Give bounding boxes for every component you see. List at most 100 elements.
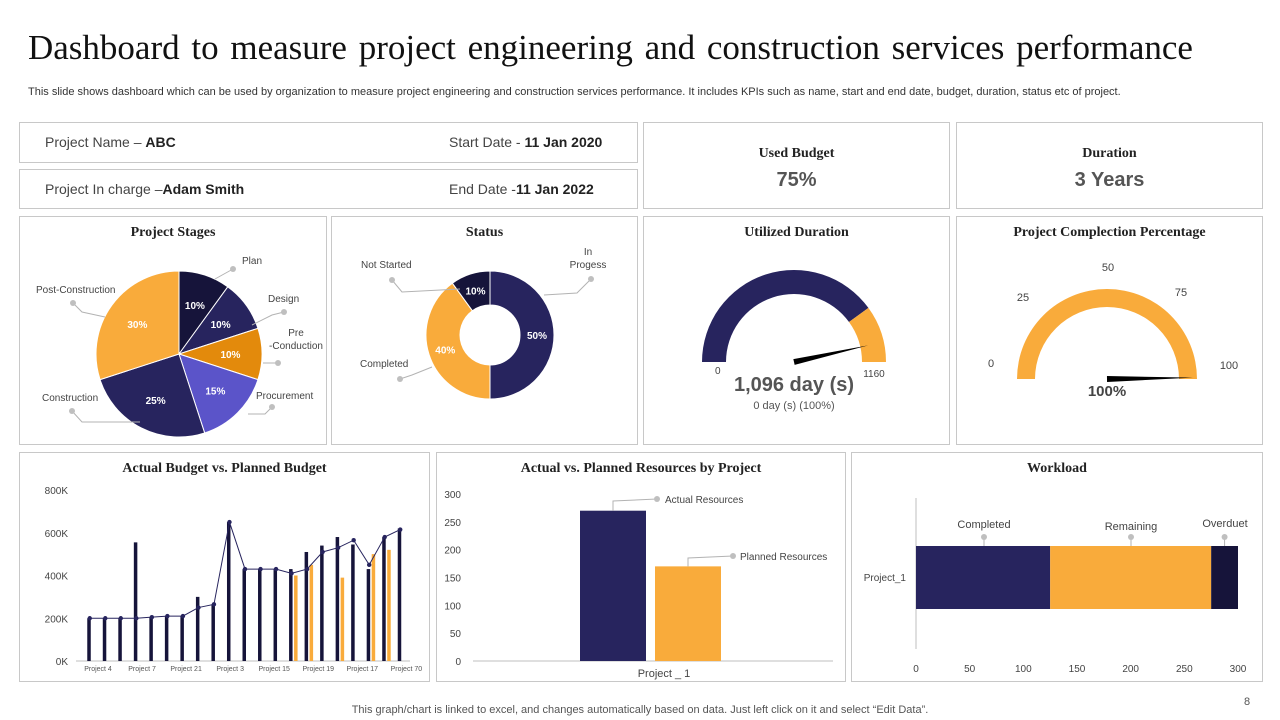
comp-gauge-value: 100%	[1088, 383, 1126, 400]
not-started-leader	[391, 279, 461, 293]
status-slice-2-value: 40%	[435, 346, 455, 357]
project-incharge: Project In charge –Adam Smith	[45, 181, 244, 197]
work-1-leader-dot	[981, 534, 987, 540]
start-date-label: Start Date -	[449, 134, 525, 150]
status-slice-1-name-line: In	[584, 247, 592, 258]
res-planned-leader	[687, 555, 734, 567]
budget-line-point	[258, 566, 263, 572]
comp-gauge-tick: 100	[1220, 360, 1238, 372]
res-ytick: 300	[444, 490, 461, 501]
workload-title: Workload	[1027, 461, 1087, 476]
procurement-leader	[248, 406, 273, 415]
workload-chart: 0 50 100 150 200 250 300 Completed Remaining Over…	[864, 498, 1248, 675]
budget-line-point	[304, 566, 310, 572]
stages-slice-3-name: Pre -Conduction	[269, 328, 323, 352]
budget-xtick: Project 15	[258, 666, 290, 673]
budget-line-point	[351, 538, 356, 543]
status-slice-3-value: 10%	[465, 286, 485, 297]
post-construction-leader-dot	[70, 300, 76, 306]
util-gauge-max: 1160	[863, 369, 885, 380]
stages-slice-6	[95, 270, 180, 381]
stages-slice-6-value: 30%	[127, 320, 147, 331]
project-stages-chart: 10% 10% 10% 15% 25% 30% Plan Design Procurement C…	[36, 256, 323, 438]
budget-bar	[273, 569, 278, 661]
design-leader	[251, 311, 285, 326]
start-date: Start Date - 11 Jan 2020	[449, 134, 602, 150]
budget-bar	[211, 604, 215, 661]
util-gauge-value: 1,096 day (s)	[734, 374, 854, 396]
budget-bar	[366, 569, 371, 661]
res-actual-leader	[612, 498, 658, 511]
stages-slice-1-name: Plan	[242, 256, 262, 267]
stages-slice-4-value: 15%	[205, 386, 225, 397]
design-leader-dot	[281, 309, 287, 315]
utilized-duration-gauge: 0 1160 1,096 day (s) 0 day (s) (100%)	[702, 270, 886, 412]
stages-slice-3-name-line: Pre	[288, 328, 304, 339]
budget-ytick: 800K	[45, 486, 69, 497]
work-legend-1: Completed	[957, 519, 1010, 531]
in-progress-leader	[543, 278, 592, 296]
budget-bar	[340, 577, 345, 661]
plan-leader	[214, 268, 234, 280]
budget-line-point	[382, 534, 387, 540]
duration-label: Duration	[1082, 146, 1137, 161]
budget-line-point	[211, 602, 217, 607]
res-ytick: 200	[444, 546, 461, 557]
budget-bar	[304, 551, 309, 661]
construction-leader	[71, 410, 140, 423]
completion-panel: Project Complection Percentage 0 25 50 75 10…	[956, 216, 1263, 445]
res-bar-2	[655, 566, 721, 661]
status-slice-1-name: In Progess	[570, 247, 607, 271]
start-date-value: 11 Jan 2020	[524, 134, 603, 150]
end-date-value: 11 Jan 2022	[515, 181, 594, 197]
work-xtick: 300	[1230, 664, 1247, 675]
work-bar-1	[916, 546, 1051, 609]
res-xtick: Project _ 1	[638, 668, 691, 680]
budget-bar	[87, 618, 91, 661]
budget-bar	[226, 522, 231, 661]
comp-gauge-needle	[1106, 376, 1193, 382]
res-legend-actual: Actual Resources	[665, 495, 743, 506]
res-planned-leader-dot	[730, 553, 736, 559]
status-slice-1-name-line: Progess	[570, 260, 607, 271]
work-legend-2: Remaining	[1105, 521, 1158, 533]
budget-line-point	[118, 616, 124, 621]
project-name-value: ABC	[145, 134, 176, 150]
budget-xtick: Project 70	[391, 666, 423, 673]
stages-slice-3-value: 10%	[220, 350, 240, 361]
res-actual-leader-dot	[654, 496, 660, 502]
budget-bar	[133, 542, 138, 661]
in-progress-leader-dot	[588, 276, 594, 282]
budget-line-point	[227, 519, 232, 525]
post-construction-leader	[72, 302, 106, 318]
used-budget-value: 75%	[776, 169, 817, 191]
completed-leader-dot	[397, 376, 403, 382]
work-xtick: 150	[1069, 664, 1086, 675]
comp-gauge-tick: 25	[1017, 292, 1029, 304]
completion-title: Project Complection Percentage	[1013, 225, 1206, 240]
status-title: Status	[465, 225, 504, 240]
project-incharge-label: Project In charge –	[45, 181, 163, 197]
budget-bar	[102, 618, 107, 661]
budget-bar	[335, 537, 340, 661]
stages-slice-5	[99, 353, 206, 438]
budget-bar	[320, 545, 324, 661]
end-date: End Date -11 Jan 2022	[449, 181, 594, 197]
budget-bar	[258, 569, 262, 661]
utilized-duration-title: Utilized Duration	[744, 225, 849, 240]
work-bar-2	[1050, 546, 1212, 609]
budget-line-point	[398, 527, 403, 532]
budget-line-point	[242, 566, 248, 572]
util-gauge-subtext: 0 day (s) (100%)	[753, 400, 834, 412]
stages-slice-2-value: 10%	[211, 320, 231, 331]
workload-panel: Workload 0 50 100 150 200 250 300 Completed Rema…	[851, 452, 1263, 682]
budget-xtick: Project 4	[84, 666, 112, 673]
plan-leader-dot	[230, 266, 236, 272]
status-slice-1-value: 50%	[527, 331, 547, 342]
project-incharge-value: Adam Smith	[162, 181, 245, 197]
page-subtitle: This slide shows dashboard which can be …	[28, 86, 1121, 98]
pre-conduction-leader-dot	[275, 360, 281, 366]
stages-slice-2-name: Design	[268, 294, 299, 305]
util-gauge-used-arc	[702, 270, 869, 362]
res-legend-planned: Planned Resources	[740, 552, 827, 563]
